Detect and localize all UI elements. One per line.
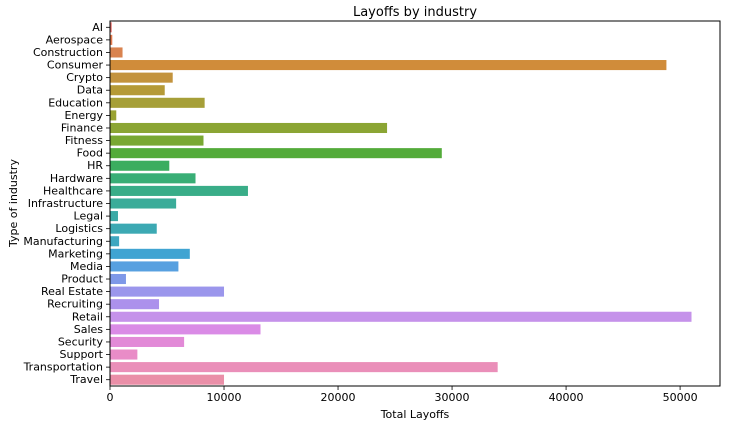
bar-transportation — [110, 362, 498, 373]
bar-energy — [110, 110, 117, 121]
plot-area-frame — [109, 20, 721, 387]
bar-healthcare — [110, 185, 248, 196]
x-tick-label: 50000 — [663, 391, 698, 404]
y-tick-label: Media — [70, 260, 103, 273]
x-tick-label: 20000 — [321, 391, 356, 404]
y-tick-label: Product — [61, 273, 103, 286]
y-tick-labels: AIAerospaceConstructionConsumerCryptoDat… — [23, 21, 110, 386]
y-tick-label: HR — [87, 159, 103, 172]
y-tick-label: Manufacturing — [23, 235, 103, 248]
y-tick-label: AI — [92, 21, 103, 34]
y-tick-label: Energy — [64, 109, 103, 122]
x-tick-label: 0 — [107, 391, 114, 404]
bar-retail — [110, 311, 692, 322]
x-tick-label: 40000 — [549, 391, 584, 404]
y-tick-label: Infrastructure — [28, 197, 104, 210]
y-tick-label: Real Estate — [41, 285, 103, 298]
bar-media — [110, 261, 179, 272]
bar-marketing — [110, 248, 190, 259]
bar-fitness — [110, 135, 204, 146]
y-tick-label: Healthcare — [43, 184, 103, 197]
bar-legal — [110, 211, 118, 222]
y-tick-label: Retail — [72, 310, 103, 323]
y-tick-label: Hardware — [50, 172, 103, 185]
x-axis-label: Total Layoffs — [380, 408, 450, 421]
bar-recruiting — [110, 299, 160, 310]
y-tick-label: Data — [77, 84, 103, 97]
bar-support — [110, 349, 138, 360]
y-tick-label: Support — [60, 348, 104, 361]
bar-hr — [110, 160, 170, 171]
chart-title: Layoffs by industry — [353, 5, 477, 20]
bar-food — [110, 148, 442, 159]
y-tick-label: Aerospace — [46, 33, 104, 46]
y-tick-label: Transportation — [23, 361, 103, 374]
bars-group — [110, 22, 692, 385]
y-tick-label: Finance — [61, 121, 103, 134]
bar-logistics — [110, 223, 157, 234]
bar-construction — [110, 47, 123, 58]
y-tick-label: Marketing — [48, 247, 103, 260]
bar-real-estate — [110, 286, 225, 297]
y-tick-label: Legal — [74, 210, 103, 223]
bar-ai — [110, 22, 112, 33]
bar-finance — [110, 122, 388, 134]
x-tick-label: 30000 — [435, 391, 470, 404]
y-axis-label: Type of industry — [7, 159, 20, 248]
x-ticks: 0 10000 20000 30000 40000 50000 — [107, 386, 698, 404]
bar-infrastructure — [110, 198, 177, 209]
y-tick-label: Logistics — [55, 222, 103, 235]
y-tick-label: Fitness — [65, 134, 103, 147]
bar-education — [110, 97, 205, 108]
y-tick-label: Education — [48, 96, 103, 109]
y-tick-label: Sales — [74, 323, 104, 336]
bar-crypto — [110, 72, 173, 83]
bar-aerospace — [110, 34, 113, 45]
x-tick-label: 10000 — [207, 391, 242, 404]
y-tick-label: Security — [58, 335, 104, 348]
bar-security — [110, 336, 185, 347]
y-tick-label: Crypto — [66, 71, 103, 84]
bar-hardware — [110, 173, 196, 184]
y-tick-label: Construction — [33, 46, 103, 59]
bar-sales — [110, 324, 261, 335]
bar-consumer — [110, 60, 667, 71]
bar-product — [110, 273, 126, 285]
y-tick-label: Food — [77, 147, 103, 160]
bar-manufacturing — [110, 236, 120, 247]
bar-travel — [110, 374, 225, 385]
y-tick-label: Recruiting — [47, 298, 103, 311]
y-tick-label: Travel — [69, 373, 103, 386]
y-tick-label: Consumer — [47, 59, 104, 72]
bar-data — [110, 85, 165, 96]
